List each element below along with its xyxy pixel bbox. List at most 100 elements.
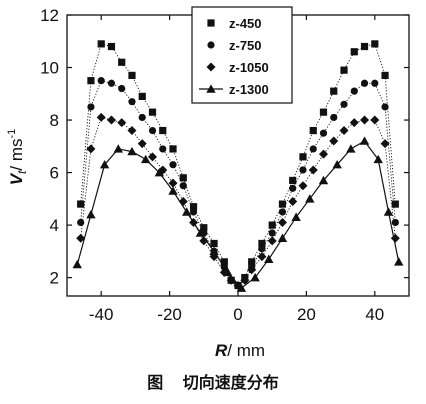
y-axis-subscript: t	[15, 170, 29, 174]
data-point-z-1300	[209, 246, 219, 256]
data-point-z-750	[220, 263, 228, 271]
data-point-z-1050	[117, 118, 127, 128]
data-point-z-750	[381, 103, 389, 111]
data-point-z-450	[159, 126, 167, 135]
data-point-z-1300	[113, 144, 123, 153]
legend-marker-z-1300	[206, 84, 216, 93]
data-point-z-1050	[96, 112, 106, 122]
data-point-z-750	[289, 184, 297, 192]
data-point-z-1300	[236, 283, 247, 292]
data-point-z-1050	[319, 149, 328, 159]
y-axis-symbol: V	[7, 172, 26, 185]
axis-ticks: -40 -20 0 20 40 2 4 6 8 10 12	[40, 6, 409, 324]
data-point-z-1050	[267, 236, 277, 246]
data-point-z-450	[97, 40, 105, 48]
data-point-z-450	[77, 200, 85, 208]
series-line-z-1300	[76, 140, 400, 289]
legend-label: z-1050	[229, 60, 269, 75]
data-point-z-450	[87, 77, 95, 85]
data-point-z-450	[289, 176, 297, 185]
data-point-z-450	[189, 203, 198, 211]
figure-caption: 图 切向速度分布	[0, 369, 426, 393]
legend-label: z-1300	[229, 82, 269, 97]
data-point-z-1300	[154, 167, 165, 177]
data-point-z-750	[169, 161, 177, 169]
x-axis-title: R/ mm	[215, 341, 265, 360]
x-tick-label: -40	[89, 305, 114, 324]
data-point-z-750	[179, 182, 187, 190]
y-tick-label: 2	[50, 269, 59, 288]
data-point-z-750	[107, 79, 116, 87]
data-point-z-450	[138, 92, 146, 101]
y-tick-label: 10	[40, 59, 59, 78]
legend-marker-z-450	[207, 19, 215, 27]
legend-item: z-750	[207, 38, 262, 53]
y-tick-label: 4	[50, 216, 59, 235]
data-point-z-450	[391, 200, 399, 208]
data-point-z-750	[128, 98, 136, 106]
data-point-z-1300	[140, 154, 151, 164]
data-point-z-1300	[277, 233, 288, 242]
data-point-z-1050	[148, 152, 157, 162]
data-point-z-1300	[250, 272, 260, 282]
legend-item: z-1300	[199, 82, 269, 97]
data-point-z-450	[118, 58, 126, 66]
data-point-z-450	[148, 108, 157, 116]
data-point-z-1050	[127, 126, 137, 136]
data-point-z-750	[391, 218, 399, 227]
data-point-z-1050	[247, 265, 257, 275]
x-axis-unit: / mm	[227, 341, 265, 360]
data-point-z-750	[189, 208, 198, 216]
data-point-z-1300	[291, 212, 301, 221]
data-point-z-1050	[380, 139, 390, 149]
y-axis-title: Vt/ ms-1	[6, 129, 29, 186]
y-axis-unit: / ms	[7, 138, 26, 170]
data-point-z-1050	[349, 118, 359, 128]
data-point-z-750	[309, 145, 317, 153]
data-point-z-450	[258, 239, 266, 248]
x-axis-symbol: R	[215, 341, 228, 360]
data-point-z-750	[360, 79, 369, 87]
legend-marker-z-750	[207, 41, 215, 49]
data-point-z-1300	[305, 194, 315, 203]
data-point-z-450	[210, 239, 218, 248]
series-line-z-750	[80, 80, 396, 287]
data-point-z-750	[97, 77, 105, 85]
series-markers	[72, 40, 404, 292]
data-point-z-1050	[137, 139, 147, 149]
data-point-z-450	[340, 66, 348, 74]
data-point-z-1050	[277, 217, 287, 227]
data-point-z-450	[319, 108, 328, 116]
data-point-z-750	[118, 84, 126, 93]
data-point-z-750	[278, 208, 287, 216]
data-point-z-1050	[288, 196, 298, 206]
data-point-z-450	[248, 258, 256, 266]
data-point-z-750	[371, 79, 379, 87]
data-point-z-1050	[390, 233, 400, 243]
data-point-z-1300	[318, 175, 329, 185]
x-tick-label: 40	[365, 305, 384, 324]
data-point-z-1300	[72, 259, 82, 269]
data-point-z-1050	[178, 196, 188, 206]
data-point-z-1050	[240, 275, 250, 285]
data-point-z-450	[128, 71, 136, 80]
data-point-z-750	[77, 218, 85, 227]
data-point-z-450	[381, 71, 389, 80]
figure-caption-text: 切向速度分布	[182, 373, 279, 392]
data-point-z-750	[159, 145, 167, 153]
data-point-z-1050	[86, 144, 96, 154]
data-point-z-750	[268, 229, 276, 237]
data-point-z-1300	[264, 254, 274, 263]
data-point-z-450	[360, 42, 369, 51]
data-point-z-450	[220, 258, 228, 266]
x-tick-label: 20	[297, 305, 316, 324]
x-tick-label: -20	[157, 305, 182, 324]
legend-label: z-750	[229, 38, 262, 53]
data-point-z-1300	[332, 160, 342, 169]
data-point-z-450	[107, 42, 116, 51]
data-point-z-750	[350, 87, 358, 95]
data-point-z-1300	[168, 186, 178, 195]
data-point-z-1300	[346, 144, 356, 153]
legend-item: z-450	[207, 16, 262, 31]
